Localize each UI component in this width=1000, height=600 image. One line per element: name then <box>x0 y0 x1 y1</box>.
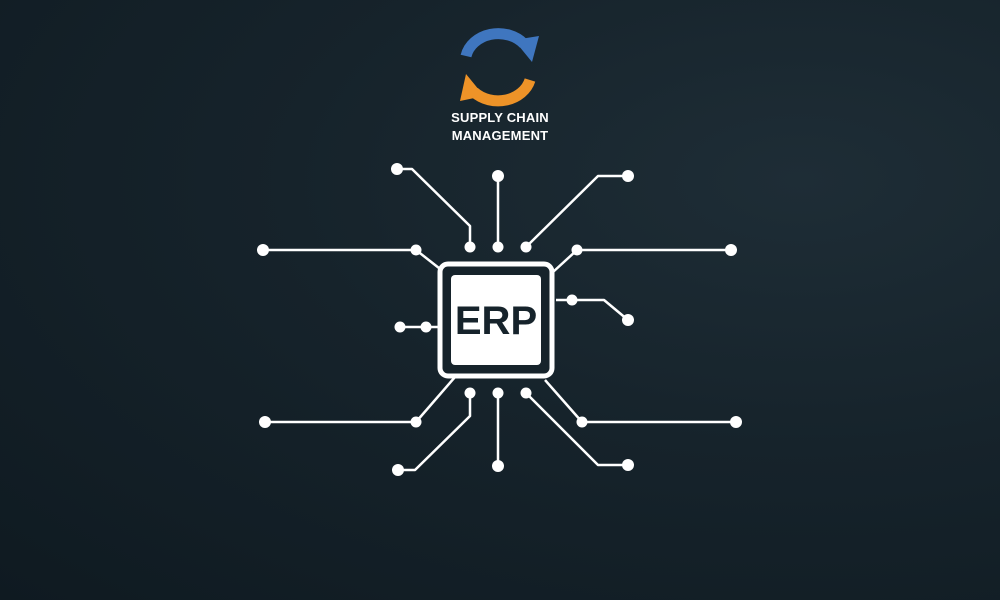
node <box>492 170 504 182</box>
node <box>520 241 532 253</box>
circuit-nodes <box>257 163 742 476</box>
node <box>622 459 634 471</box>
node <box>464 241 476 253</box>
logo-title-line2: MANAGEMENT <box>451 128 549 143</box>
node <box>520 387 532 399</box>
trace-bottom-right <box>525 392 628 467</box>
node <box>492 460 504 472</box>
chip-inner <box>451 275 541 365</box>
node <box>410 416 422 428</box>
blue-arrow-icon <box>460 28 528 58</box>
node <box>392 464 404 476</box>
node <box>420 321 432 333</box>
node <box>464 387 476 399</box>
node <box>259 416 271 428</box>
erp-chip: ERP <box>437 261 555 379</box>
node <box>622 314 634 326</box>
trace-top-left <box>397 167 472 247</box>
node <box>622 170 634 182</box>
orange-arrowhead-icon <box>460 74 484 101</box>
cycle-arrows-icon <box>460 28 539 107</box>
node <box>492 241 504 253</box>
logo-title-line1: SUPPLY CHAIN <box>451 110 549 125</box>
orange-arrow-icon <box>470 77 536 107</box>
blue-arrowhead-icon <box>514 36 539 62</box>
node <box>571 244 583 256</box>
node <box>725 244 737 256</box>
chip-label: ERP <box>455 299 537 343</box>
trace-bottom-left <box>398 393 472 472</box>
node <box>730 416 742 428</box>
node <box>566 294 578 306</box>
node <box>410 244 422 256</box>
node <box>492 387 504 399</box>
node <box>576 416 588 428</box>
trace-left-lower <box>265 376 456 424</box>
trace-right-lower <box>544 379 736 424</box>
trace-right-middle <box>556 298 629 321</box>
logo-title: SUPPLY CHAIN MANAGEMENT <box>400 109 600 145</box>
node <box>394 321 406 333</box>
trace-top-right <box>525 174 628 248</box>
node <box>257 244 269 256</box>
node <box>391 163 403 175</box>
